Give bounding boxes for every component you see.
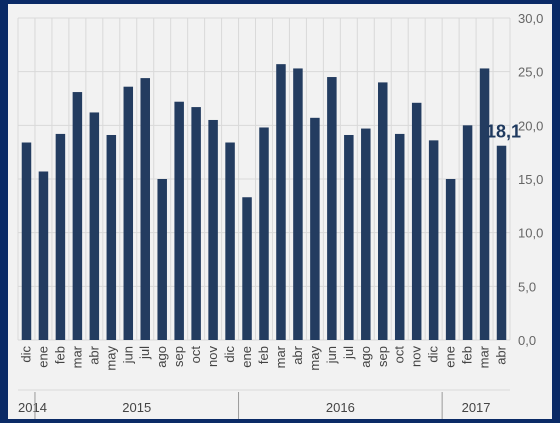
x-tick-label: may: [103, 346, 118, 371]
bar: [38, 171, 49, 340]
bar: [428, 140, 439, 340]
x-tick-label: oct: [188, 346, 203, 364]
x-tick-label: dic: [426, 346, 441, 363]
x-tick-label: dic: [222, 346, 237, 363]
bar: [174, 101, 184, 340]
y-tick-label: 30,0: [518, 11, 543, 26]
year-label: 2015: [122, 400, 151, 415]
grid-lines: [17, 17, 511, 341]
x-tick-label: jun: [324, 346, 339, 364]
bar: [259, 127, 269, 340]
x-tick-label: jul: [137, 346, 152, 360]
x-tick-label: sep: [375, 346, 390, 367]
last-value-label: 18,1: [486, 122, 521, 142]
x-tick-label: ene: [443, 346, 458, 368]
bar: [462, 125, 473, 340]
bar: [140, 78, 150, 341]
bar: [445, 179, 456, 340]
bar: [293, 68, 303, 341]
bar: [479, 68, 490, 341]
y-tick-label: 25,0: [518, 65, 543, 80]
x-tick-label: feb: [256, 346, 271, 364]
bar: [361, 128, 371, 340]
x-tick-label: mar: [273, 345, 288, 368]
x-tick-label: ago: [358, 346, 373, 368]
x-tick-label: sep: [171, 346, 186, 367]
bar: [208, 119, 218, 340]
x-tick-label: ene: [35, 346, 50, 368]
x-tick-label: jul: [341, 346, 356, 360]
year-label: 2017: [462, 400, 491, 415]
x-tick-label: nov: [409, 346, 424, 367]
bar: [344, 134, 354, 340]
y-tick-label: 20,0: [518, 118, 543, 133]
bar: [310, 117, 320, 340]
x-tick-label: feb: [52, 346, 67, 364]
bar: [411, 102, 422, 340]
y-tick-label: 15,0: [518, 172, 543, 187]
year-label: 2014: [18, 400, 47, 415]
x-axis: dic ene feb mar abr may jun jul ago sep oct nov dic e…: [18, 345, 508, 370]
x-tick-label: jun: [120, 346, 135, 364]
x-tick-label: abr: [494, 345, 509, 364]
bar-chart: 0,05,010,015,020,025,030,0 dic ene feb mar a…: [17, 11, 543, 419]
bar: [191, 107, 201, 340]
x-tick-label: nov: [205, 346, 220, 367]
bar: [157, 179, 167, 340]
year-axis: 2014 2015 2016 2017: [18, 389, 510, 419]
bar: [378, 82, 388, 341]
x-tick-label: ago: [154, 346, 169, 368]
x-tick-label: oct: [392, 346, 407, 364]
x-tick-label: ene: [239, 346, 254, 368]
y-tick-label: 5,0: [518, 279, 536, 294]
bar: [327, 77, 337, 341]
bar: [394, 133, 405, 340]
bar-series: [21, 64, 507, 341]
y-tick-label: 10,0: [518, 226, 543, 241]
bar: [106, 134, 117, 340]
bar: [89, 112, 100, 340]
bar: [55, 133, 66, 340]
y-axis: 0,0 5,0 10,0 15,0 20,0 25,0 30,0: [518, 11, 543, 348]
x-tick-label: abr: [86, 345, 101, 364]
x-tick-label: mar: [477, 345, 492, 368]
x-tick-label: mar: [69, 345, 84, 368]
bar: [225, 142, 235, 340]
y-tick-label: 0,0: [518, 333, 536, 348]
x-tick-label: dic: [18, 346, 33, 363]
year-label: 2016: [326, 400, 355, 415]
x-tick-label: feb: [460, 346, 475, 364]
bar: [123, 86, 134, 341]
bar: [72, 92, 83, 340]
bar: [21, 142, 32, 340]
bar: [242, 197, 252, 340]
x-tick-label: may: [307, 346, 322, 371]
bar: [496, 145, 507, 340]
chart-frame: 0,0 5,0 10,0 15,0 20,0 25,0 30,0 dic ene feb mar a…: [8, 4, 552, 419]
x-tick-label: abr: [290, 345, 305, 364]
bar: [276, 64, 286, 341]
